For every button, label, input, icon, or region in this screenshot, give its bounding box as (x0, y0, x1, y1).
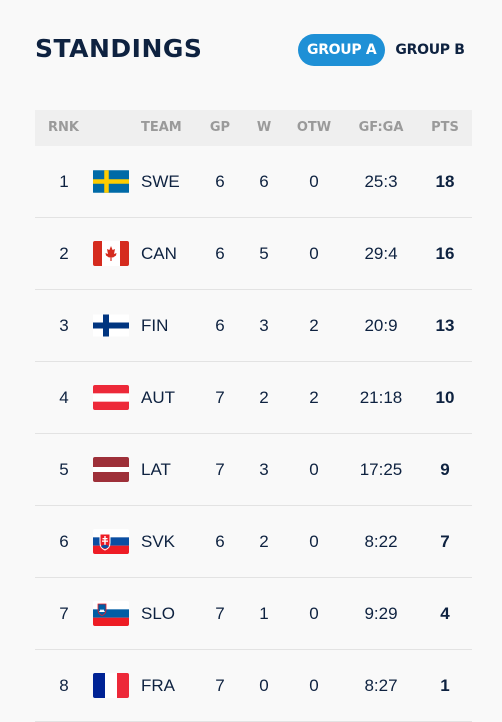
rank-cell: 3 (35, 290, 93, 361)
gp-cell: 6 (205, 218, 235, 289)
finland-flag-icon (93, 313, 129, 338)
w-cell: 3 (249, 434, 279, 505)
table-row[interactable]: 7 SLO 7 1 0 9:29 4 (35, 578, 472, 650)
otw-cell: 2 (293, 290, 335, 361)
table-row[interactable]: 6 SVK 6 2 0 8:22 7 (35, 506, 472, 578)
column-header-w[interactable]: W (249, 110, 279, 146)
table-row[interactable]: 2 CAN 6 5 0 29:4 16 (35, 218, 472, 290)
w-cell: 5 (249, 218, 279, 289)
otw-cell: 2 (293, 362, 335, 433)
rank-cell: 6 (35, 506, 93, 577)
sweden-flag-icon (93, 169, 129, 194)
otw-cell: 0 (293, 146, 335, 217)
team-cell: FRA (141, 650, 175, 721)
team-cell: FIN (141, 290, 168, 361)
austria-flag-icon (93, 385, 129, 410)
pts-cell: 1 (426, 650, 464, 721)
table-row[interactable]: 8 FRA 7 0 0 8:27 1 (35, 650, 472, 722)
table-header: RNK TEAM GP W OTW GF:GA PTS (35, 110, 472, 146)
gfga-cell: 20:9 (353, 290, 409, 361)
team-cell: SVK (141, 506, 175, 577)
pts-cell: 16 (426, 218, 464, 289)
table-row[interactable]: 5 LAT 7 3 0 17:25 9 (35, 434, 472, 506)
gp-cell: 7 (205, 578, 235, 649)
w-cell: 2 (249, 506, 279, 577)
gfga-cell: 9:29 (353, 578, 409, 649)
gfga-cell: 8:22 (353, 506, 409, 577)
gfga-cell: 8:27 (353, 650, 409, 721)
pts-cell: 18 (426, 146, 464, 217)
france-flag-icon (93, 673, 129, 698)
gp-cell: 6 (205, 146, 235, 217)
rank-cell: 8 (35, 650, 93, 721)
column-header-gfga[interactable]: GF:GA (353, 110, 409, 146)
slovakia-flag-icon (93, 529, 129, 554)
rank-cell: 5 (35, 434, 93, 505)
gp-cell: 6 (205, 290, 235, 361)
table-row[interactable]: 4 AUT 7 2 2 21:18 10 (35, 362, 472, 434)
otw-cell: 0 (293, 506, 335, 577)
team-cell: LAT (141, 434, 171, 505)
tab-group-b[interactable]: GROUP B (386, 34, 473, 66)
column-header-pts[interactable]: PTS (426, 110, 464, 146)
team-cell: AUT (141, 362, 175, 433)
pts-cell: 7 (426, 506, 464, 577)
tab-group-a[interactable]: GROUP A (298, 34, 385, 66)
pts-cell: 4 (426, 578, 464, 649)
pts-cell: 13 (426, 290, 464, 361)
otw-cell: 0 (293, 218, 335, 289)
pts-cell: 10 (426, 362, 464, 433)
column-header-gp[interactable]: GP (205, 110, 235, 146)
rank-cell: 2 (35, 218, 93, 289)
team-cell: CAN (141, 218, 177, 289)
team-cell: SLO (141, 578, 175, 649)
otw-cell: 0 (293, 578, 335, 649)
gp-cell: 7 (205, 434, 235, 505)
slovenia-flag-icon (93, 601, 129, 626)
otw-cell: 0 (293, 434, 335, 505)
gp-cell: 7 (205, 650, 235, 721)
w-cell: 3 (249, 290, 279, 361)
gfga-cell: 21:18 (353, 362, 409, 433)
otw-cell: 0 (293, 650, 335, 721)
w-cell: 1 (249, 578, 279, 649)
gp-cell: 7 (205, 362, 235, 433)
team-cell: SWE (141, 146, 180, 217)
rank-cell: 1 (35, 146, 93, 217)
w-cell: 6 (249, 146, 279, 217)
column-header-otw[interactable]: OTW (293, 110, 335, 146)
page-title: STANDINGS (35, 34, 202, 63)
standings-table: RNK TEAM GP W OTW GF:GA PTS 1 SWE 6 6 0 … (35, 110, 472, 722)
gfga-cell: 25:3 (353, 146, 409, 217)
gfga-cell: 29:4 (353, 218, 409, 289)
rank-cell: 7 (35, 578, 93, 649)
pts-cell: 9 (426, 434, 464, 505)
table-row[interactable]: 3 FIN 6 3 2 20:9 13 (35, 290, 472, 362)
canada-flag-icon (93, 241, 129, 266)
latvia-flag-icon (93, 457, 129, 482)
table-row[interactable]: 1 SWE 6 6 0 25:3 18 (35, 146, 472, 218)
group-tabs: GROUP A GROUP B (298, 34, 474, 66)
rank-cell: 4 (35, 362, 93, 433)
gp-cell: 6 (205, 506, 235, 577)
gfga-cell: 17:25 (353, 434, 409, 505)
w-cell: 2 (249, 362, 279, 433)
column-header-team[interactable]: TEAM (141, 110, 182, 146)
w-cell: 0 (249, 650, 279, 721)
column-header-rnk[interactable]: RNK (48, 110, 78, 146)
